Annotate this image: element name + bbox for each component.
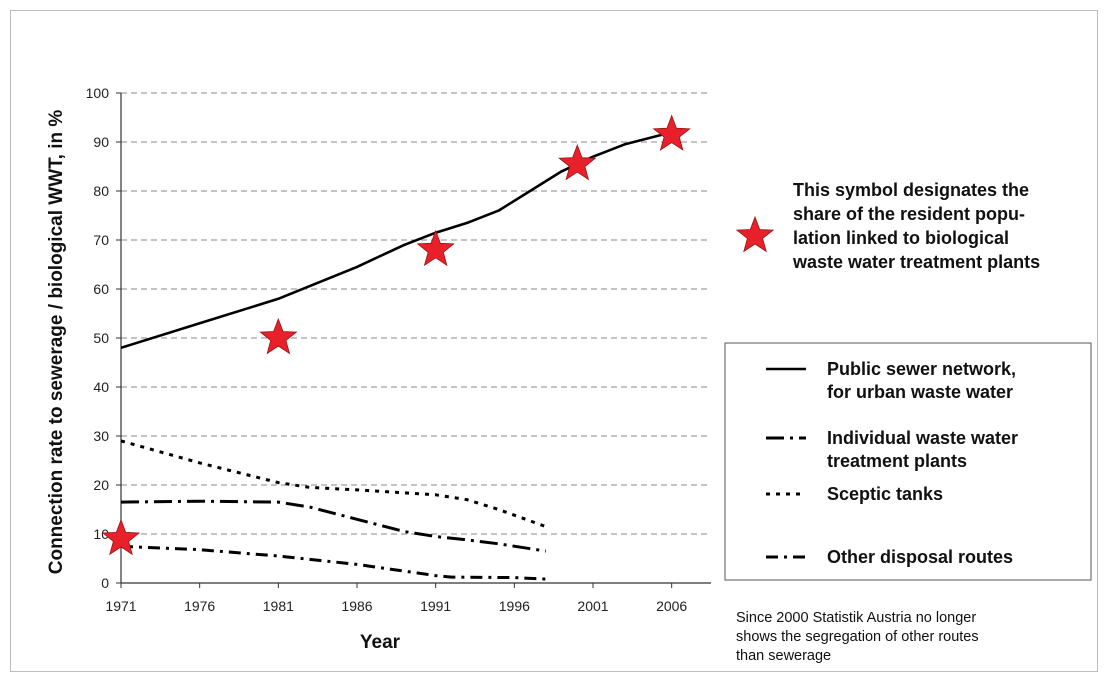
legend-label: for urban waste water: [827, 382, 1013, 402]
star-marker: [259, 317, 298, 355]
series-lines: [121, 130, 673, 581]
y-tick-label: 80: [93, 183, 109, 199]
y-tick-label: 100: [86, 85, 110, 101]
x-tick-label: 1976: [184, 598, 215, 614]
x-tick-label: 1981: [263, 598, 294, 614]
star-markers: [101, 114, 691, 556]
series-line-1: [121, 130, 673, 350]
x-tick-label: 1996: [499, 598, 530, 614]
series-line-3: [121, 439, 547, 529]
footnote-line: Since 2000 Statistik Austria no longer: [736, 610, 976, 626]
x-tick-label: 1971: [105, 598, 136, 614]
footnote-line: shows the segregation of other routes: [736, 629, 979, 645]
star-marker: [652, 114, 691, 151]
legend-label: treatment plants: [827, 451, 967, 471]
y-tick-label: 40: [93, 379, 109, 395]
star-marker: [101, 518, 141, 556]
legend-label: Public sewer network,: [827, 359, 1016, 379]
y-tick-label: 60: [93, 281, 109, 297]
y-tick-label: 10: [93, 526, 109, 542]
series-line-2: [121, 499, 547, 553]
x-tick-label: 1991: [420, 598, 451, 614]
legend: Public sewer network, for urban waste wat…: [766, 359, 1018, 567]
x-tick-label: 2001: [577, 598, 608, 614]
gridlines: [116, 92, 711, 588]
legend-label: Individual waste water: [827, 428, 1018, 448]
star-symbol-icon: [735, 215, 775, 253]
star-note-line: waste water treatment plants: [792, 252, 1040, 272]
y-tick-label: 20: [93, 477, 109, 493]
footnote: Since 2000 Statistik Austria no longer sh…: [736, 610, 979, 664]
x-tick-labels: 1971 1976 1981 1986 1991 1996 2001 2006: [105, 598, 687, 614]
star-marker: [416, 229, 455, 267]
y-tick-label: 30: [93, 428, 109, 444]
legend-label: Sceptic tanks: [827, 484, 943, 504]
y-tick-labels: 0 10 20 30 40 50 60 70 80 90 100: [86, 85, 110, 591]
y-tick-label: 90: [93, 134, 109, 150]
footnote-line: than sewerage: [736, 648, 831, 664]
star-marker: [558, 143, 597, 181]
y-tick-label: 70: [93, 232, 109, 248]
figure-frame: [10, 10, 1098, 672]
y-axis-label: Connection rate to sewerage / biological…: [46, 110, 67, 575]
star-annotation: This symbol designates the share of the r…: [735, 180, 1040, 272]
y-tick-label: 50: [93, 330, 109, 346]
series-line-4: [121, 544, 546, 581]
x-tick-label: 2006: [656, 598, 687, 614]
legend-box: [724, 342, 1092, 581]
legend-label: Other disposal routes: [827, 547, 1013, 567]
star-note-line: share of the resident popu-: [793, 204, 1025, 224]
x-axis-label: Year: [360, 632, 401, 653]
star-note-line: lation linked to biological: [793, 228, 1009, 248]
star-note-line: This symbol designates the: [793, 180, 1029, 200]
x-tick-label: 1986: [341, 598, 372, 614]
y-tick-label: 0: [101, 575, 109, 591]
